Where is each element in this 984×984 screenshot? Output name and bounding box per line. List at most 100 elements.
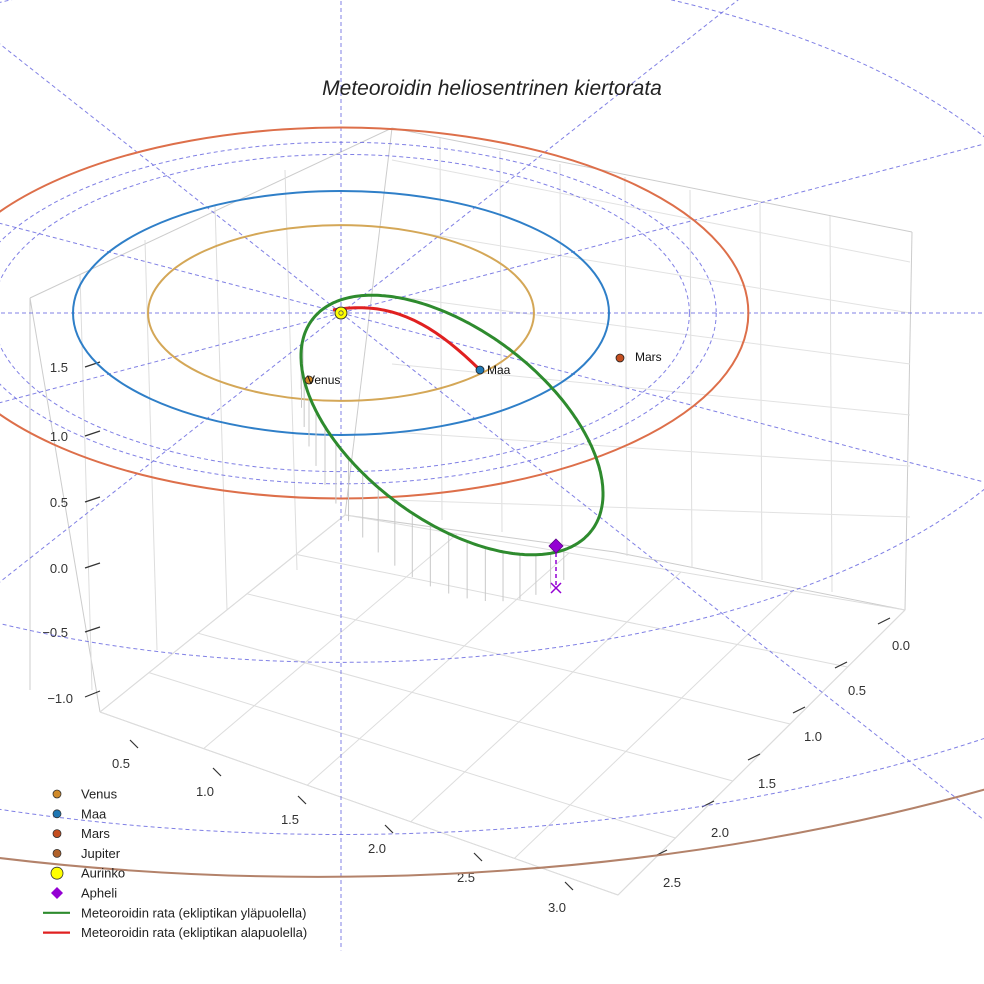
back-wall-gridline <box>559 163 563 545</box>
z-tick-label: 0.0 <box>50 561 68 576</box>
floor-gridline <box>203 533 458 749</box>
floor-gridline <box>514 590 794 859</box>
planet-marker-mars <box>615 353 625 363</box>
z-tick-mark <box>84 626 101 633</box>
legend-circle-symbol <box>52 829 62 838</box>
back-wall-gridline <box>439 137 443 521</box>
back-wall-gridline <box>391 499 911 518</box>
polar-grid-circle <box>0 153 690 473</box>
polar-grid-circle <box>0 737 984 835</box>
planet-marker-venus <box>304 375 314 385</box>
back-wall-gridline <box>759 202 763 581</box>
orbit-maa <box>72 190 610 436</box>
legend-label: Apheli <box>81 886 117 901</box>
polar-grid-spoke <box>0 312 342 583</box>
z-tick-mark <box>84 562 101 569</box>
legend-circle-symbol <box>52 809 62 819</box>
x-tick-mark <box>564 881 574 891</box>
aphelion-projection-marker <box>550 582 562 594</box>
legend-label: Meteoroidin rata (ekliptikan yläpuolella… <box>81 905 306 920</box>
z-tick-mark <box>84 496 101 503</box>
back-wall-gridline <box>391 295 911 365</box>
floor-gridline <box>148 672 676 839</box>
axes-box-edge <box>904 231 913 611</box>
planet-label-venus: Venus <box>307 373 340 387</box>
planet-marker-maa <box>475 365 485 375</box>
x-tick-label: 1.5 <box>281 812 299 827</box>
legend-label: Jupiter <box>81 846 121 861</box>
legend-diamond-symbol <box>51 887 63 899</box>
back-wall-gridline <box>391 363 911 416</box>
z-tick-mark <box>84 690 101 698</box>
meteoroid-orbit-above <box>299 293 605 557</box>
floor-gridline <box>99 514 346 713</box>
back-wall-gridline <box>689 189 693 569</box>
body-markers: Venus Maa Mars <box>304 306 662 594</box>
polar-grid-spoke <box>340 312 984 483</box>
x-tick-label: 1.0 <box>196 784 214 799</box>
z-tick-label: 1.5 <box>50 360 68 375</box>
back-wall-gridline <box>391 431 911 467</box>
side-wall-gridline <box>214 204 228 611</box>
x-tick-mark <box>297 795 307 805</box>
z-tick-label: 0.5 <box>50 495 68 510</box>
floor-gridline <box>197 632 733 782</box>
axis-ticks: −1.0 −0.5 0.0 0.5 1.0 1.5 0.5 1.0 1.5 2.0 2.5 3.0 0.… <box>42 360 910 915</box>
floor-gridline <box>344 514 906 611</box>
x-tick-label: 2.0 <box>368 841 386 856</box>
x-tick-label: 0.5 <box>112 756 130 771</box>
floor-gridline <box>99 711 619 896</box>
y-tick-mark <box>877 617 891 625</box>
floor-gridline <box>306 552 570 786</box>
polar-grid-spoke <box>340 143 984 314</box>
legend: Venus Maa Mars Jupiter Aurinko Apheli Meteoroi… <box>43 787 307 940</box>
axes-box-edge <box>29 297 101 713</box>
polar-grid-spoke <box>340 0 739 314</box>
polar-grid-spoke <box>0 43 342 314</box>
y-tick-mark <box>834 661 848 669</box>
projection-lines <box>300 339 565 602</box>
planet-label-mars: Mars <box>635 350 662 364</box>
legend-circle-symbol <box>52 789 62 799</box>
meteoroid-orbit-below <box>332 306 482 372</box>
side-wall-gridline <box>284 169 298 571</box>
legend-label: Meteoroidin rata (ekliptikan alapuolella… <box>81 925 307 940</box>
axes-box-edge <box>344 127 393 516</box>
y-tick-label: 0.0 <box>892 638 910 653</box>
axes-box-edge <box>29 127 393 299</box>
x-tick-mark <box>473 852 483 862</box>
orbit-jupiter <box>0 788 984 878</box>
floor-gridline <box>295 553 848 668</box>
z-tick-label: −1.0 <box>47 691 73 706</box>
z-tick-label: 1.0 <box>50 429 68 444</box>
back-wall-gridline <box>391 227 911 314</box>
x-tick-mark <box>212 767 222 777</box>
polar-reference-grid <box>0 0 984 951</box>
floor-gridline <box>410 571 682 823</box>
axes-box-edge <box>391 127 913 233</box>
back-wall-gridline <box>624 176 628 557</box>
y-tick-mark <box>747 753 761 761</box>
floor-gridline <box>246 593 791 725</box>
y-tick-label: 0.5 <box>848 683 866 698</box>
chart-title: Meteoroidin heliosentrinen kiertorata <box>322 77 662 100</box>
z-tick-mark <box>84 430 101 437</box>
x-tick-mark <box>384 824 394 834</box>
legend-label: Maa <box>81 806 107 821</box>
legend-label: Venus <box>81 787 118 802</box>
back-wall-gridline <box>829 215 833 593</box>
axes-box <box>29 127 913 896</box>
side-wall-gridline <box>144 239 158 651</box>
y-tick-label: 2.0 <box>711 825 729 840</box>
sun-marker-core <box>338 310 344 316</box>
axes-box-edge <box>614 551 906 611</box>
y-tick-label: 2.5 <box>663 875 681 890</box>
planet-orbits <box>0 126 984 878</box>
legend-circle-symbol <box>50 866 64 880</box>
planet-label-maa: Maa <box>487 363 511 377</box>
polar-grid-spoke <box>340 312 984 821</box>
x-tick-label: 3.0 <box>548 900 566 915</box>
legend-circle-symbol <box>52 849 62 858</box>
legend-label: Mars <box>81 826 110 841</box>
x-tick-mark <box>129 739 139 749</box>
